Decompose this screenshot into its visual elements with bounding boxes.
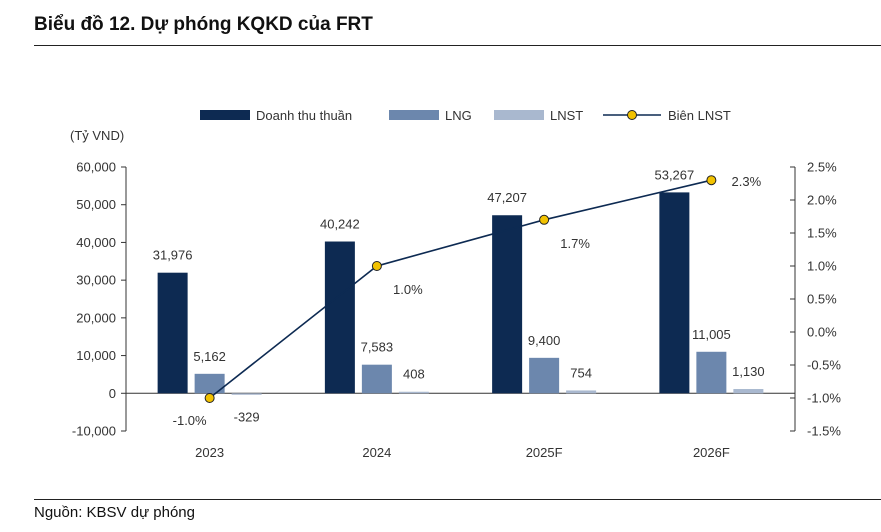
y2-tick-label: 2.0%: [807, 193, 837, 208]
data-label-bien-lnst: 1.0%: [393, 282, 423, 297]
data-label-bien-lnst: 1.7%: [560, 236, 590, 251]
bar-lnst: [733, 389, 764, 394]
legend-swatch-doanh-thu-thuan: [200, 110, 250, 120]
bar-lng: [361, 364, 392, 394]
legend: Doanh thu thuần LNG LNST Biên LNST: [200, 108, 731, 123]
bar-lnst: [398, 391, 429, 394]
y2-tick-label: 1.0%: [807, 259, 837, 274]
data-label-lnst: -329: [234, 409, 260, 424]
source-note: Nguồn: KBSV dự phóng: [34, 504, 195, 521]
data-labels: 31,976 40,242 47,207 53,267 5,162 7,583 9,400 1…: [153, 167, 765, 428]
y2-tick-label: 2.5%: [807, 160, 837, 175]
legend-label-doanh-thu-thuan: Doanh thu thuần: [256, 108, 352, 123]
chart-title: Biểu đồ 12. Dự phóng KQKD của FRT: [34, 14, 373, 35]
y2-tick-label: -1.0%: [807, 391, 841, 406]
data-label-lnst: 754: [570, 365, 592, 380]
data-label-lnst: 408: [403, 367, 425, 382]
data-label-lng: 7,583: [361, 340, 394, 355]
source-divider: [34, 499, 881, 500]
bar-lnst: [231, 393, 262, 395]
y2-tick-label: -1.5%: [807, 424, 841, 439]
y-tick-label: -10,000: [72, 424, 116, 439]
line-bien-lnst: [209, 179, 712, 399]
y-tick-label: 0: [109, 386, 116, 401]
bar-doanh-thu-thuan: [324, 241, 355, 394]
y2-tick-label: 1.5%: [807, 226, 837, 241]
data-label-doanh-thu-thuan: 31,976: [153, 248, 193, 263]
y-axis-label: (Tỷ VND): [70, 128, 124, 143]
data-label-bien-lnst: -1.0%: [173, 413, 207, 428]
legend-marker-bien-lnst: [627, 110, 637, 120]
marker-bien-lnst: [539, 214, 550, 225]
y-tick-label: 40,000: [76, 235, 116, 250]
x-tick-label: 2023: [195, 445, 224, 460]
y2-tick-label: 0.0%: [807, 325, 837, 340]
legend-swatch-lng: [389, 110, 439, 120]
marker-bien-lnst: [371, 261, 382, 271]
margin-line: [204, 175, 717, 403]
bar-lnst: [566, 390, 597, 394]
legend-label-lng: LNG: [445, 108, 472, 123]
bar-doanh-thu-thuan: [492, 215, 523, 394]
data-label-lng: 11,005: [692, 327, 731, 342]
bar-lng: [194, 373, 225, 394]
legend-swatch-lnst: [494, 110, 544, 120]
marker-bien-lnst: [204, 393, 215, 403]
data-label-lng: 9,400: [528, 333, 561, 348]
data-label-doanh-thu-thuan: 47,207: [487, 190, 527, 205]
x-tick-label: 2024: [362, 445, 391, 460]
x-tick-label: 2026F: [693, 445, 730, 460]
legend-label-bien-lnst: Biên LNST: [668, 108, 731, 123]
y-tick-label: 30,000: [76, 273, 116, 288]
chart-canvas: Doanh thu thuần LNG LNST Biên LNST (Tỷ VND)…: [70, 108, 841, 461]
title-divider: [34, 45, 881, 46]
y-tick-label: 50,000: [76, 197, 116, 212]
data-label-bien-lnst: 2.3%: [732, 174, 762, 189]
y-tick-label: 60,000: [76, 160, 116, 175]
axes: -10,000 0 10,000 20,000 30,000 40,000 50,000 60…: [72, 160, 841, 461]
legend-label-lnst: LNST: [550, 108, 583, 123]
bar-doanh-thu-thuan: [659, 192, 690, 394]
data-label-lng: 5,162: [193, 349, 226, 364]
y2-tick-label: 0.5%: [807, 292, 837, 307]
bar-lng: [529, 357, 560, 394]
bar-lng: [696, 351, 727, 394]
bars: [157, 192, 764, 395]
data-label-lnst: 1,130: [732, 364, 765, 379]
data-label-doanh-thu-thuan: 40,242: [320, 217, 360, 232]
bar-doanh-thu-thuan: [157, 272, 188, 394]
y-tick-label: 20,000: [76, 310, 116, 325]
y2-tick-label: -0.5%: [807, 358, 841, 373]
y-tick-label: 10,000: [76, 348, 116, 363]
marker-bien-lnst: [706, 175, 717, 186]
x-tick-label: 2025F: [526, 445, 563, 460]
data-label-doanh-thu-thuan: 53,267: [654, 167, 694, 182]
